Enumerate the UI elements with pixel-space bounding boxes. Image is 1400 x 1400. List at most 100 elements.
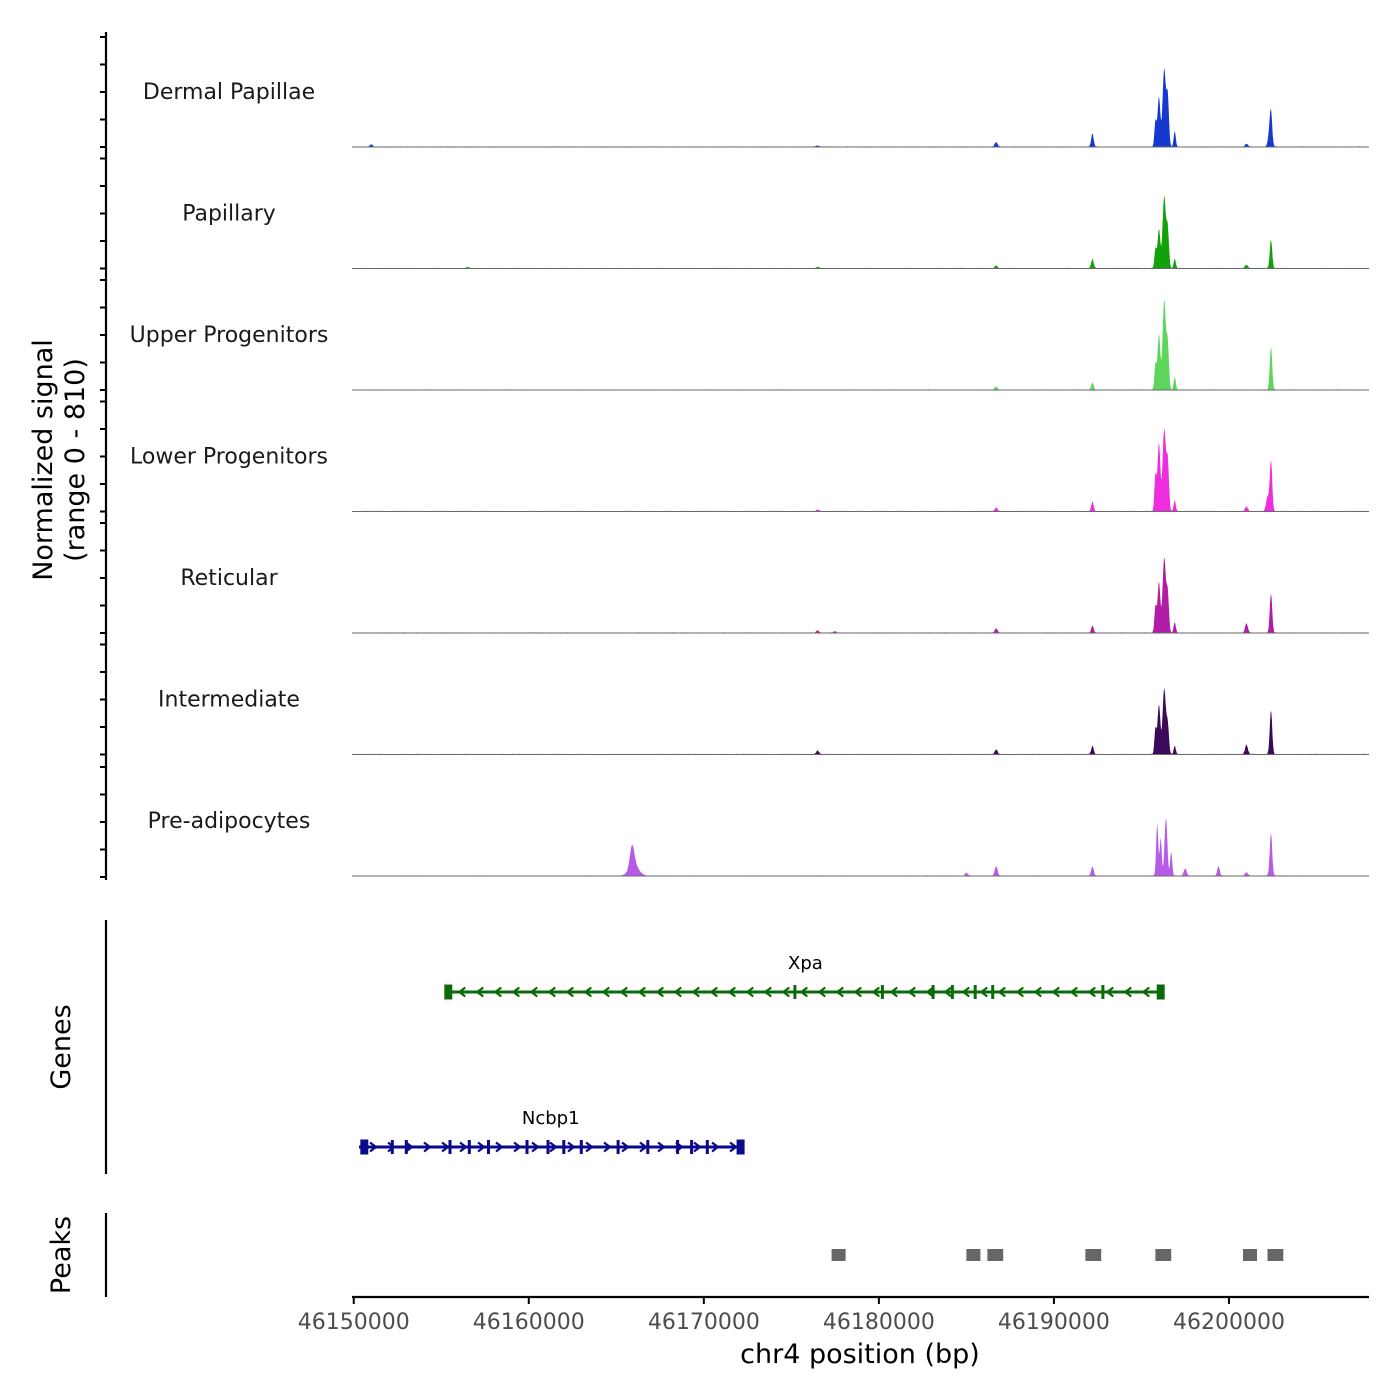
track-intermediate: Intermediate xyxy=(158,688,1369,755)
axes: 46150000 46160000 46170000 46180000 46190000… xyxy=(28,32,1369,1370)
exon xyxy=(950,985,954,999)
exon xyxy=(525,1140,529,1154)
strand-chevron xyxy=(1105,986,1114,998)
track-pre-adipocytes: Pre-adipocytes xyxy=(148,809,1369,877)
gene-label: Xpa xyxy=(788,953,823,974)
track-label: Reticular xyxy=(180,566,278,591)
track-label: Upper Progenitors xyxy=(130,323,329,348)
genes-track-label: Genes xyxy=(46,1004,77,1089)
strand-chevron xyxy=(835,986,844,998)
exon xyxy=(579,1140,583,1154)
strand-chevron xyxy=(637,986,646,998)
strand-chevron xyxy=(423,1141,432,1153)
strand-chevron xyxy=(585,1141,594,1153)
x-ticks: 46150000 46160000 46170000 46180000 46190000… xyxy=(298,1297,1285,1335)
strand-chevron xyxy=(475,986,484,998)
peaks-track xyxy=(831,1249,1284,1261)
gene-xpa: Xpa xyxy=(444,953,1165,1000)
strand-chevron xyxy=(889,986,898,998)
strand-chevron xyxy=(853,986,862,998)
strand-chevron xyxy=(763,986,772,998)
strand-chevron xyxy=(567,1141,576,1153)
strand-chevron xyxy=(1033,986,1042,998)
strand-chevron xyxy=(907,986,916,998)
strand-chevron xyxy=(603,1141,612,1153)
exon xyxy=(616,1140,620,1154)
strand-chevron xyxy=(729,1141,738,1153)
track-upper-progenitors: Upper Progenitors xyxy=(130,299,1369,391)
peak-region xyxy=(1267,1249,1284,1261)
strand-chevron xyxy=(655,986,664,998)
strand-chevron xyxy=(693,1141,702,1153)
x-tick-label: 46170000 xyxy=(648,1310,760,1335)
y-axis-label-line1: Normalized signal xyxy=(28,339,59,581)
gene-ncbp1: Ncbp1 xyxy=(359,1108,745,1155)
exon xyxy=(448,1140,452,1154)
strand-chevron xyxy=(709,986,718,998)
exon xyxy=(546,1140,550,1154)
track-papillary: Papillary xyxy=(182,195,1369,269)
peak-region xyxy=(831,1249,846,1261)
exon xyxy=(646,1140,650,1154)
strand-chevron xyxy=(529,986,538,998)
signal-area xyxy=(352,428,1369,512)
exon xyxy=(736,1139,745,1155)
exon xyxy=(676,1140,680,1154)
strand-chevron xyxy=(387,1141,396,1153)
strand-chevron xyxy=(979,986,988,998)
peak-region xyxy=(987,1249,1004,1261)
exon xyxy=(1101,985,1105,999)
strand-chevron xyxy=(441,1141,450,1153)
strand-chevron xyxy=(1123,986,1132,998)
track-reticular: Reticular xyxy=(180,557,1369,634)
strand-chevron xyxy=(691,986,700,998)
signal-area xyxy=(352,818,1369,876)
genes-track: Xpa Ncbp1 xyxy=(359,953,1165,1155)
signal-y-ticks xyxy=(100,36,106,878)
strand-chevron xyxy=(727,986,736,998)
exon xyxy=(444,984,453,1000)
strand-chevron xyxy=(601,986,610,998)
signal-area xyxy=(352,195,1369,269)
strand-chevron xyxy=(493,986,502,998)
exon xyxy=(931,985,935,999)
strand-chevron xyxy=(673,986,682,998)
exon xyxy=(880,985,884,999)
gene-label: Ncbp1 xyxy=(522,1108,580,1129)
strand-chevron xyxy=(639,1141,648,1153)
peaks-track-label: Peaks xyxy=(46,1216,77,1294)
exon xyxy=(991,985,995,999)
signal-area xyxy=(352,688,1369,755)
strand-chevron xyxy=(495,1141,504,1153)
strand-chevron xyxy=(511,986,520,998)
strand-chevron xyxy=(565,986,574,998)
strand-chevron xyxy=(925,986,934,998)
track-label: Intermediate xyxy=(158,688,300,713)
strand-chevron xyxy=(817,986,826,998)
exon xyxy=(793,985,797,999)
x-tick-label: 46160000 xyxy=(473,1310,585,1335)
strand-chevron xyxy=(657,1141,666,1153)
exon xyxy=(690,1140,694,1154)
strand-chevron xyxy=(477,1141,486,1153)
strand-chevron xyxy=(871,986,880,998)
strand-chevron xyxy=(369,1141,378,1153)
exon xyxy=(360,1139,369,1155)
strand-chevron xyxy=(513,1141,522,1153)
track-label: Pre-adipocytes xyxy=(148,809,311,834)
track-dermal-papillae: Dermal Papillae xyxy=(143,68,1369,148)
strand-chevron xyxy=(781,986,790,998)
exon xyxy=(1156,984,1165,1000)
strand-chevron xyxy=(619,986,628,998)
track-label: Lower Progenitors xyxy=(130,445,328,470)
strand-chevron xyxy=(799,986,808,998)
peak-region xyxy=(966,1249,981,1261)
x-tick-label: 46150000 xyxy=(298,1310,410,1335)
strand-chevron xyxy=(1069,986,1078,998)
strand-chevron xyxy=(1141,986,1150,998)
exon xyxy=(705,1140,709,1154)
strand-chevron xyxy=(621,1141,630,1153)
strand-chevron xyxy=(711,1141,720,1153)
strand-chevron xyxy=(405,1141,414,1153)
